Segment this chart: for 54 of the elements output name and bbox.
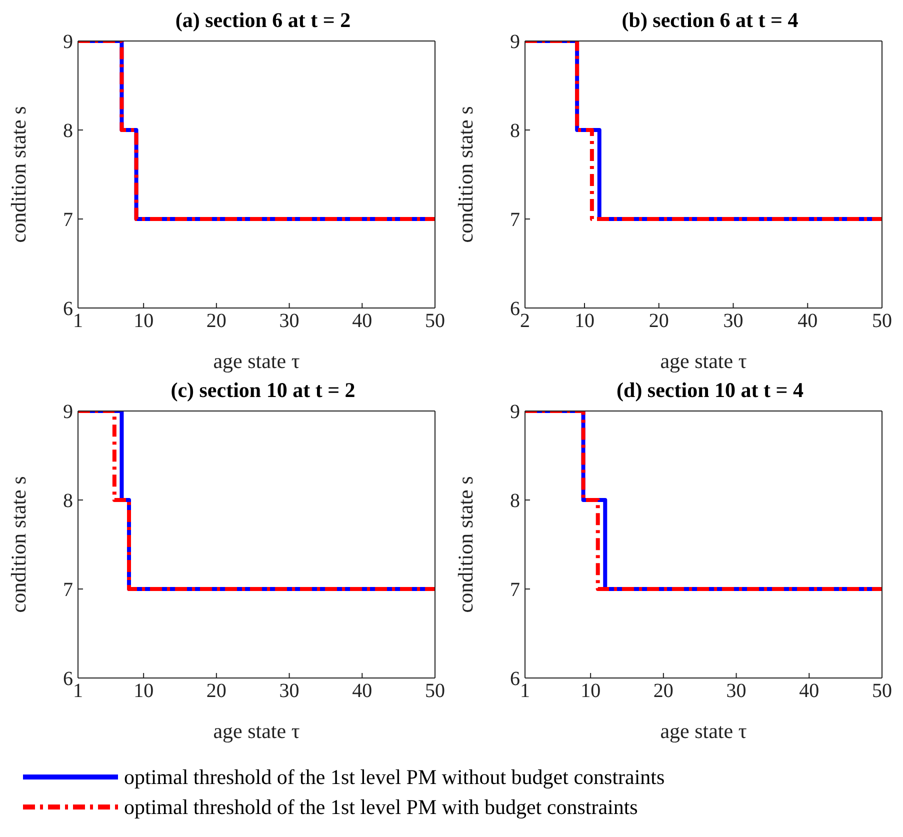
x-tick-label: 20 [206, 680, 226, 702]
x-tick-label: 40 [352, 310, 372, 332]
x-tick-label: 30 [726, 680, 746, 702]
legend-label: optimal threshold of the 1st level PM with budget constraints [124, 794, 638, 820]
y-tick-label: 9 [510, 31, 520, 54]
chart-title: (a) section 6 at t = 2 [175, 8, 351, 32]
chart-title: (b) section 6 at t = 4 [622, 8, 798, 32]
x-tick-label: 50 [872, 680, 892, 702]
y-tick-label: 8 [510, 120, 520, 142]
y-tick-label: 7 [63, 579, 73, 602]
x-tick-label: 20 [653, 680, 674, 702]
x-tick-label: 20 [648, 310, 669, 332]
chart-title: (c) section 10 at t = 2 [170, 378, 356, 402]
y-tick-label: 6 [510, 298, 520, 320]
y-tick-label: 7 [63, 209, 73, 232]
x-tick-label: 50 [425, 680, 445, 702]
x-tick-label: 1 [73, 310, 83, 332]
y-axis-title: condition state s [6, 106, 30, 243]
y-tick-label: 6 [63, 668, 73, 690]
x-tick-label: 40 [798, 310, 818, 332]
legend-label: optimal threshold of the 1st level PM without budget constraints [124, 764, 665, 790]
x-tick-label: 10 [134, 680, 154, 702]
x-tick-label: 40 [352, 680, 372, 702]
y-tick-label: 8 [510, 490, 520, 512]
y-axis-title: condition state s [6, 476, 30, 613]
y-tick-label: 7 [510, 579, 520, 602]
x-tick-label: 30 [279, 310, 300, 332]
x-tick-label: 10 [574, 310, 594, 332]
y-tick-label: 6 [63, 298, 73, 320]
x-tick-label: 1 [520, 680, 530, 702]
y-tick-label: 8 [63, 120, 73, 142]
y-tick-label: 9 [63, 31, 73, 54]
chart-title: (d) section 10 at t = 4 [616, 378, 804, 402]
x-tick-label: 10 [134, 310, 154, 332]
y-tick-label: 9 [63, 401, 73, 424]
y-tick-label: 8 [63, 490, 73, 512]
y-axis-title: condition state s [453, 106, 478, 243]
y-tick-label: 7 [510, 209, 520, 232]
x-axis-title: age state τ [213, 349, 300, 373]
x-tick-label: 20 [206, 310, 226, 332]
x-tick-label: 40 [799, 680, 820, 702]
x-tick-label: 50 [425, 310, 445, 332]
x-tick-label: 2 [520, 310, 530, 332]
y-tick-label: 6 [510, 668, 520, 690]
x-tick-label: 10 [580, 680, 601, 702]
x-axis-title: age state τ [660, 719, 747, 743]
x-axis-title: age state τ [660, 349, 747, 373]
y-axis-title: condition state s [453, 476, 478, 613]
y-tick-label: 9 [510, 401, 520, 424]
x-axis-title: age state τ [213, 719, 300, 743]
x-tick-label: 30 [279, 680, 300, 702]
x-tick-label: 50 [872, 310, 892, 332]
x-tick-label: 1 [73, 680, 83, 702]
x-tick-label: 30 [723, 310, 744, 332]
